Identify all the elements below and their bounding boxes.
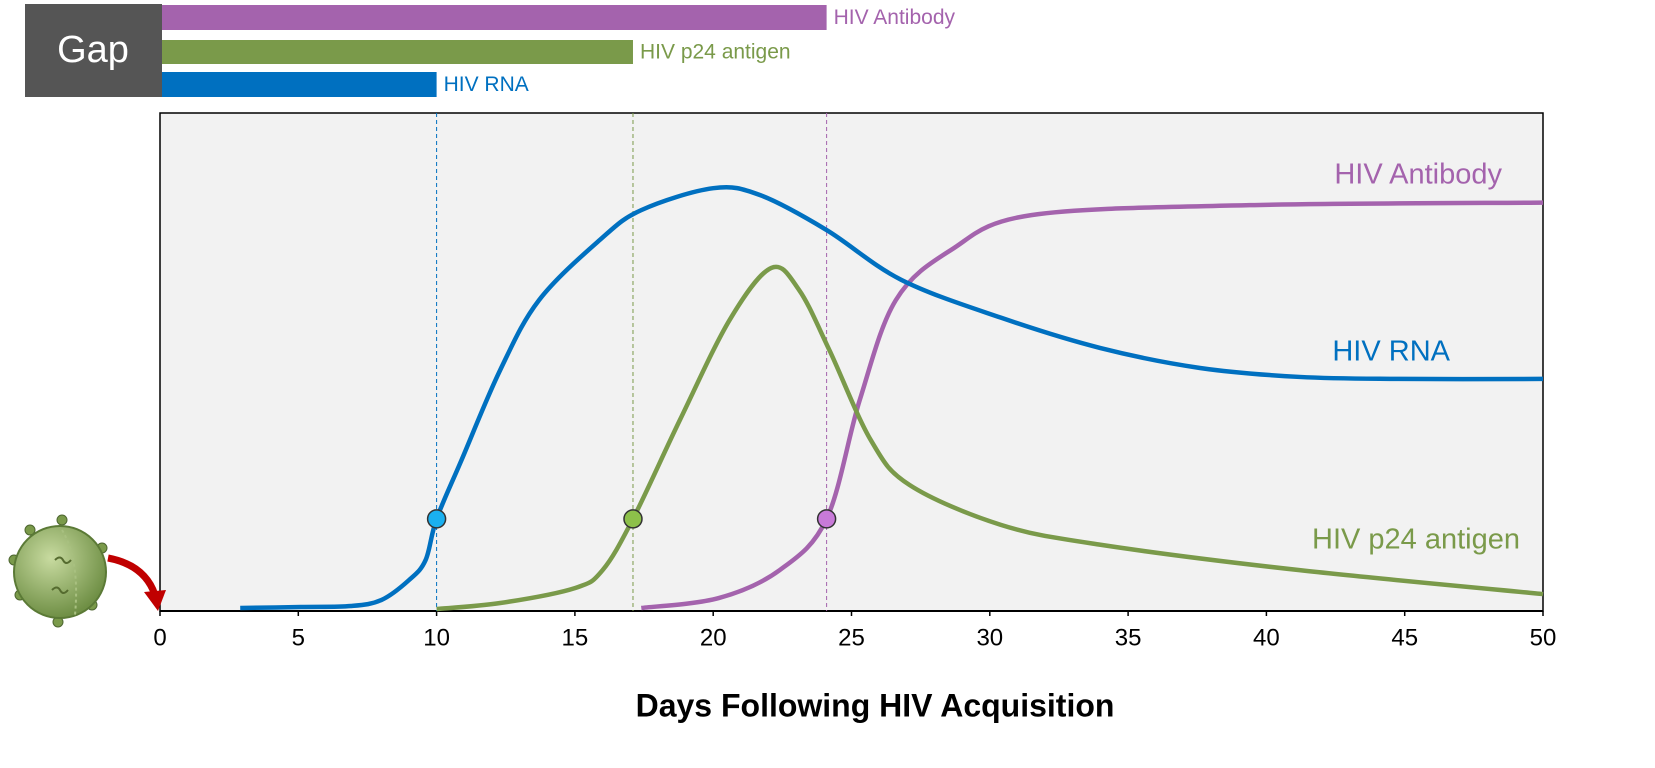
gap-label: Gap xyxy=(57,29,129,71)
x-tick-label: 5 xyxy=(292,624,305,651)
x-tick-label: 30 xyxy=(976,624,1003,651)
gap-bar xyxy=(162,40,633,64)
gap-bar xyxy=(162,72,437,97)
gap-bar-label: HIV RNA xyxy=(444,73,529,96)
x-tick-label: 40 xyxy=(1253,624,1280,651)
series-label: HIV p24 antigen xyxy=(1312,524,1520,556)
page: {"chart_data": { "type": "line", "gap_la… xyxy=(0,0,1655,768)
x-tick-label: 50 xyxy=(1530,624,1557,651)
gap-bar-label: HIV p24 antigen xyxy=(640,41,791,64)
detection-point xyxy=(428,510,446,528)
x-tick-label: 10 xyxy=(423,624,450,651)
virus-icon xyxy=(9,515,107,627)
x-tick-label: 45 xyxy=(1391,624,1418,651)
detection-point xyxy=(818,510,836,528)
x-tick-label: 25 xyxy=(838,624,865,651)
x-tick-label: 20 xyxy=(700,624,727,651)
x-tick-label: 15 xyxy=(562,624,589,651)
acquisition-arrow xyxy=(108,558,155,595)
gap-bar-label: HIV Antibody xyxy=(834,6,956,29)
x-tick-label: 0 xyxy=(153,624,166,651)
x-axis-title: Days Following HIV Acquisition xyxy=(636,687,1115,723)
series-label: HIV Antibody xyxy=(1334,159,1502,191)
x-tick-label: 35 xyxy=(1115,624,1142,651)
chart: Gap Days Following HIV Acquisition 0 5 10 1… xyxy=(0,0,1655,768)
series-label: HIV RNA xyxy=(1332,336,1450,368)
detection-point xyxy=(624,510,642,528)
gap-bar xyxy=(162,5,827,30)
